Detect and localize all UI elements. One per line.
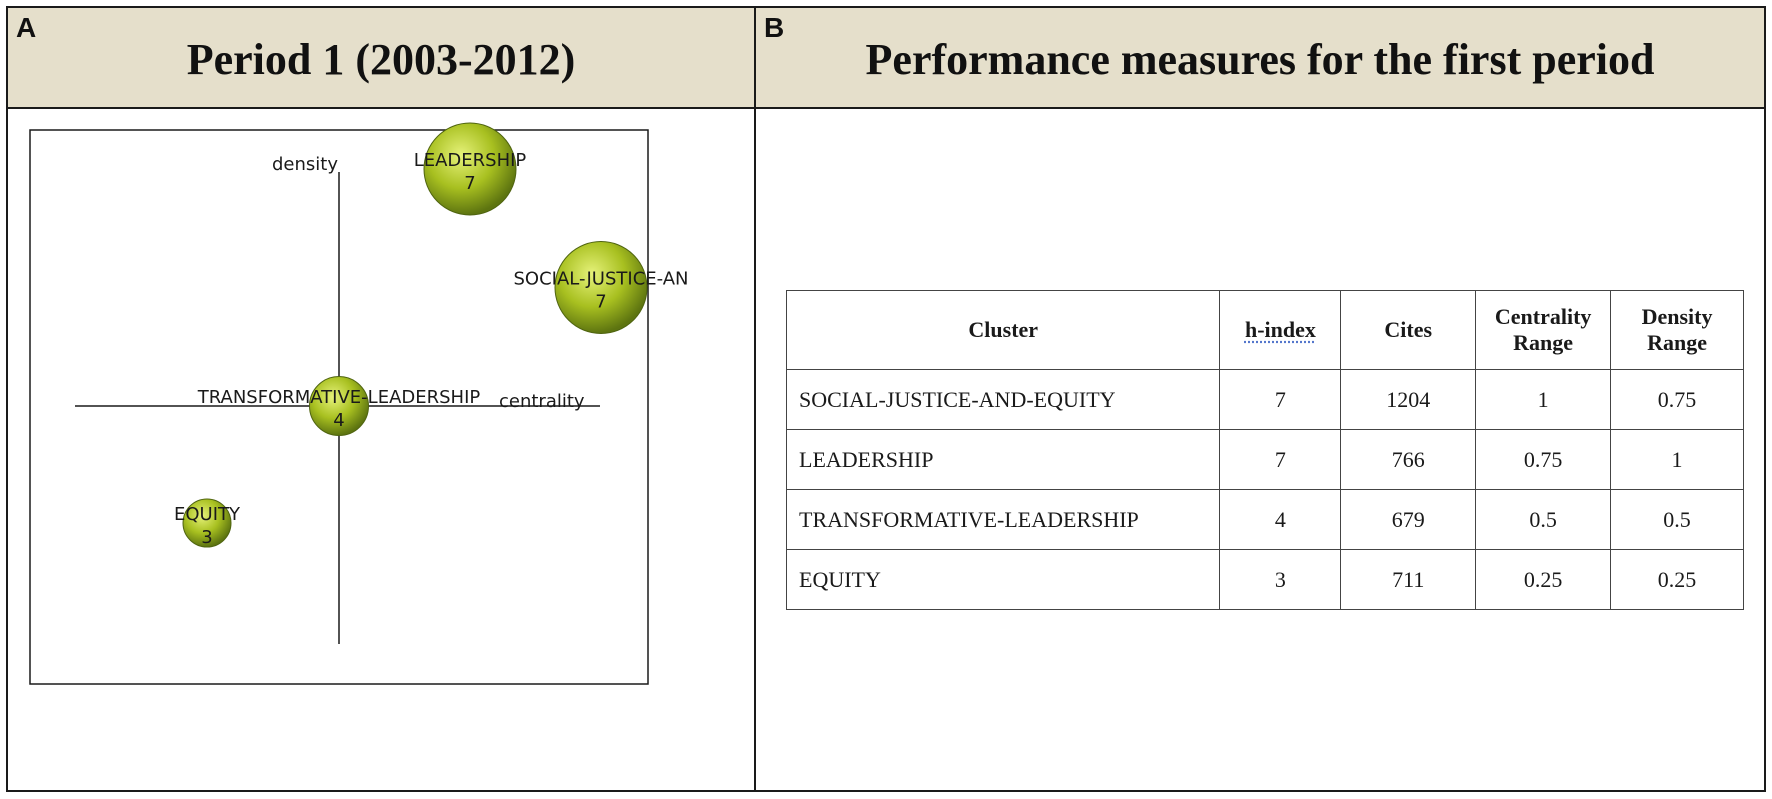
header-cites: Cites <box>1340 290 1477 370</box>
bubble-layer: LEADERSHIP7SOCIAL-JUSTICE-AN7TRANSFORMAT… <box>174 122 689 548</box>
cluster-label: TRANSFORMATIVE-LEADERSHIP <box>197 387 481 408</box>
cell-cites: 711 <box>1340 549 1477 610</box>
cell-centrality-range: 0.75 <box>1475 429 1612 490</box>
cell-cluster: SOCIAL-JUSTICE-AND-EQUITY <box>785 369 1221 430</box>
table-row: SOCIAL-JUSTICE-AND-EQUITY 7 1204 1 0.75 <box>785 369 1744 430</box>
header-centrality-range: Centrality Range <box>1475 290 1612 370</box>
header-h-index-text: h-index <box>1244 317 1316 342</box>
cluster-label: LEADERSHIP <box>414 150 527 171</box>
cluster-value: 7 <box>595 292 606 313</box>
header-cluster: Cluster <box>785 290 1221 370</box>
cluster-value: 7 <box>464 173 475 194</box>
cluster-value: 3 <box>201 527 212 548</box>
panel-b-header: B Performance measures for the first per… <box>756 8 1764 109</box>
cell-cites: 766 <box>1340 429 1477 490</box>
table-row: LEADERSHIP 7 766 0.75 1 <box>785 429 1744 490</box>
cell-centrality-range: 1 <box>1475 369 1612 430</box>
panel-b-title: Performance measures for the first perio… <box>865 35 1655 84</box>
panel-b-letter: B <box>764 12 785 43</box>
cell-density-range: 0.25 <box>1610 549 1744 610</box>
panel-a-header: A Period 1 (2003-2012) <box>8 8 754 109</box>
y-axis-label: density <box>272 154 338 175</box>
cell-density-range: 1 <box>1610 429 1744 490</box>
cluster-label: SOCIAL-JUSTICE-AN <box>513 269 688 290</box>
cluster-bubble <box>423 122 517 216</box>
cell-density-range: 0.5 <box>1610 489 1744 550</box>
cell-cluster: TRANSFORMATIVE-LEADERSHIP <box>785 489 1221 550</box>
cell-cluster: LEADERSHIP <box>785 429 1221 490</box>
cell-density-range: 0.75 <box>1610 369 1744 430</box>
cell-centrality-range: 0.5 <box>1475 489 1612 550</box>
cell-cluster: EQUITY <box>785 549 1221 610</box>
cluster-bubble <box>554 241 648 334</box>
cluster-bubble <box>309 376 369 436</box>
header-h-index: h-index <box>1219 290 1342 370</box>
table-header-row: Cluster h-index Cites Centrality Range D… <box>785 290 1744 370</box>
panel-a-title: Period 1 (2003-2012) <box>186 35 576 84</box>
strategic-map-chart: density LEADERSHIP7SOCIAL-JUSTICE-AN7TRA… <box>29 122 689 685</box>
cell-cites: 1204 <box>1340 369 1477 430</box>
header-density-range: Density Range <box>1610 290 1744 370</box>
cell-centrality-range: 0.25 <box>1475 549 1612 610</box>
figure-frame: A Period 1 (2003-2012) density LEADERSHI… <box>6 6 1766 792</box>
cell-cites: 679 <box>1340 489 1477 550</box>
cluster-value: 4 <box>333 410 344 431</box>
cell-h-index: 7 <box>1219 369 1342 430</box>
cluster-bubble <box>182 498 232 548</box>
table-row: TRANSFORMATIVE-LEADERSHIP 4 679 0.5 0.5 <box>785 489 1744 550</box>
cluster-label: EQUITY <box>174 504 241 525</box>
x-axis-label: centrality <box>499 391 585 412</box>
table-row: EQUITY 3 711 0.25 0.25 <box>785 549 1744 610</box>
panel-a: A Period 1 (2003-2012) density LEADERSHI… <box>8 8 756 790</box>
cell-h-index: 3 <box>1219 549 1342 610</box>
performance-table: Cluster h-index Cites Centrality Range D… <box>785 290 1744 610</box>
panel-b: B Performance measures for the first per… <box>756 8 1764 790</box>
cell-h-index: 7 <box>1219 429 1342 490</box>
panel-a-letter: A <box>16 12 37 43</box>
cell-h-index: 4 <box>1219 489 1342 550</box>
